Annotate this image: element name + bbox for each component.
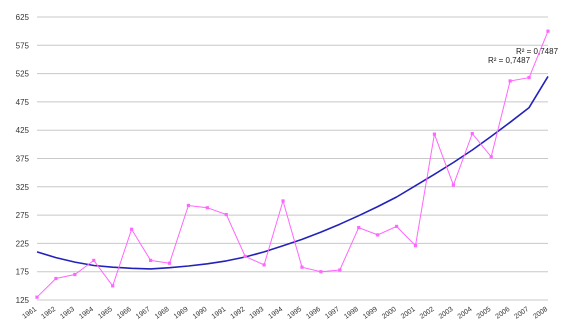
x-tick-label: 1965 [97, 306, 114, 321]
x-tick-label: 2004 [457, 306, 474, 321]
trendline [36, 75, 549, 270]
data-point [111, 284, 115, 288]
data-point [470, 131, 474, 136]
data-point [300, 265, 304, 269]
y-tick-label: 225 [16, 239, 30, 248]
data-point [186, 203, 191, 208]
trendline-series [36, 75, 549, 270]
grid-lines [37, 16, 548, 301]
r-squared-label-1: R² = 0,7487 [516, 47, 559, 56]
x-tick-label: 2001 [400, 306, 417, 321]
data-point [243, 254, 247, 259]
y-tick-label: 375 [16, 155, 30, 164]
y-tick-label: 575 [16, 41, 30, 50]
y-axis-ticks: 125 175 225 275 325 375 425 475 525 575 625 [16, 13, 30, 305]
data-point [338, 268, 342, 272]
data-point [413, 244, 418, 248]
y-tick-label: 525 [16, 70, 30, 79]
data-point [35, 295, 39, 299]
x-tick-label: 1997 [324, 306, 341, 321]
data-point [167, 261, 172, 265]
x-tick-label: 1969 [173, 306, 190, 321]
x-tick-label: 2000 [381, 306, 398, 321]
data-point [54, 276, 58, 281]
data-point [319, 270, 323, 274]
x-tick-label: 1995 [286, 306, 303, 321]
data-point [73, 272, 77, 277]
data-point [224, 212, 228, 217]
x-tick-label: 1993 [248, 306, 265, 321]
data-point [376, 233, 380, 237]
data-point [527, 75, 531, 80]
data-point [148, 258, 153, 262]
x-tick-label: 1990 [192, 306, 209, 321]
y-tick-label: 425 [16, 126, 30, 135]
data-point [357, 225, 361, 230]
x-tick-label: 1999 [362, 306, 379, 321]
x-tick-label: 1963 [59, 306, 76, 321]
x-tick-label: 2003 [438, 306, 455, 321]
x-tick-label: 1966 [116, 306, 133, 321]
r-squared-label-2: R² = 0,7487 [488, 56, 531, 65]
series-line [36, 31, 549, 298]
x-tick-label: 1998 [343, 306, 360, 321]
x-tick-label: 2007 [513, 306, 530, 321]
x-tick-label: 1961 [21, 306, 38, 321]
data-series [35, 29, 550, 299]
y-tick-label: 625 [16, 13, 30, 22]
x-tick-label: 2002 [419, 306, 436, 321]
y-tick-label: 475 [16, 98, 30, 107]
data-point [130, 227, 134, 231]
x-tick-label: 2005 [476, 306, 493, 321]
x-tick-label: 1967 [135, 306, 152, 321]
x-tick-label: 1996 [305, 306, 322, 321]
data-point [508, 79, 512, 83]
x-tick-label: 2006 [495, 306, 512, 321]
data-point [489, 155, 493, 159]
y-tick-label: 175 [16, 268, 30, 277]
x-tick-label: 2008 [532, 306, 549, 321]
data-point [432, 132, 437, 136]
x-axis-ticks: 1961 1962 1963 1964 1965 1966 1967 1968 1969 1990… [21, 306, 549, 321]
x-tick-label: 1991 [211, 306, 228, 321]
x-tick-label: 1962 [40, 306, 57, 321]
y-tick-label: 325 [16, 183, 30, 192]
x-tick-label: 1994 [267, 306, 284, 321]
data-point [281, 199, 285, 203]
y-tick-label: 125 [16, 296, 30, 305]
x-tick-label: 1992 [230, 306, 247, 321]
data-point [394, 224, 399, 229]
data-point [546, 29, 550, 33]
data-point [205, 206, 209, 210]
data-point [262, 263, 266, 267]
x-tick-label: 1968 [154, 306, 171, 321]
y-tick-label: 275 [16, 211, 30, 220]
data-point [451, 183, 455, 187]
x-tick-label: 1964 [78, 306, 95, 321]
data-point [92, 258, 96, 262]
annotations: R² = 0,7487 R² = 0,7487 [488, 47, 559, 65]
